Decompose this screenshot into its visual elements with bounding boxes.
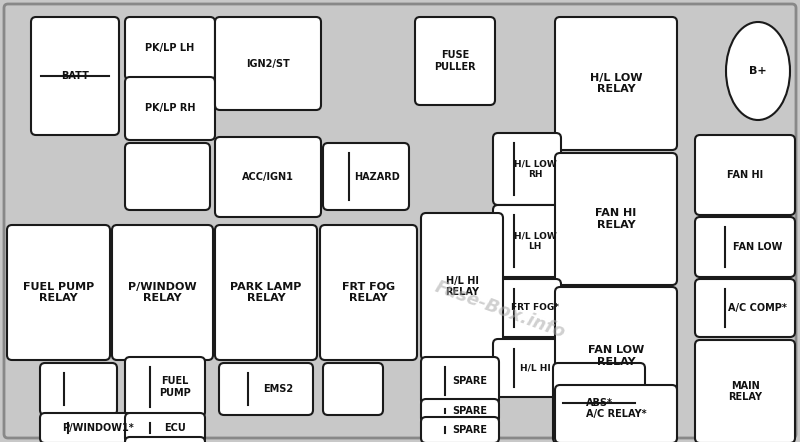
FancyBboxPatch shape <box>125 437 205 442</box>
Text: ACC/IGN1: ACC/IGN1 <box>242 172 294 182</box>
Text: Fuse-Box.info: Fuse-Box.info <box>432 278 568 342</box>
Text: ECU: ECU <box>164 423 186 433</box>
FancyBboxPatch shape <box>493 279 561 337</box>
FancyBboxPatch shape <box>421 213 503 360</box>
Text: SPARE: SPARE <box>452 425 487 435</box>
FancyBboxPatch shape <box>493 205 561 277</box>
Text: H/L LOW
LH: H/L LOW LH <box>514 231 557 251</box>
FancyBboxPatch shape <box>40 363 117 415</box>
FancyBboxPatch shape <box>320 225 417 360</box>
FancyBboxPatch shape <box>125 413 205 442</box>
Text: SPARE: SPARE <box>452 406 487 416</box>
Text: FAN HI
RELAY: FAN HI RELAY <box>595 208 637 230</box>
FancyBboxPatch shape <box>555 17 677 150</box>
FancyBboxPatch shape <box>553 363 645 442</box>
FancyBboxPatch shape <box>555 385 677 442</box>
FancyBboxPatch shape <box>323 143 409 210</box>
FancyBboxPatch shape <box>125 77 215 140</box>
FancyBboxPatch shape <box>215 17 321 110</box>
FancyBboxPatch shape <box>555 287 677 425</box>
FancyBboxPatch shape <box>555 153 677 285</box>
Ellipse shape <box>726 22 790 120</box>
Text: MAIN
RELAY: MAIN RELAY <box>728 381 762 402</box>
Text: P/WINDOW1*: P/WINDOW1* <box>62 423 134 433</box>
Text: IGN2/ST: IGN2/ST <box>246 58 290 69</box>
Text: FUEL PUMP
RELAY: FUEL PUMP RELAY <box>23 282 94 303</box>
FancyBboxPatch shape <box>31 17 119 135</box>
Text: P/WINDOW
RELAY: P/WINDOW RELAY <box>128 282 197 303</box>
Text: H/L HI: H/L HI <box>520 363 550 373</box>
Text: PK/LP RH: PK/LP RH <box>145 103 195 114</box>
FancyBboxPatch shape <box>695 340 795 442</box>
FancyBboxPatch shape <box>125 357 205 417</box>
FancyBboxPatch shape <box>40 413 133 442</box>
Text: FRT FOG*: FRT FOG* <box>511 304 559 312</box>
Text: BATT: BATT <box>61 71 89 81</box>
FancyBboxPatch shape <box>695 135 795 215</box>
FancyBboxPatch shape <box>493 133 561 205</box>
Text: FAN HI: FAN HI <box>727 170 763 180</box>
FancyBboxPatch shape <box>415 17 495 105</box>
Text: ABS*: ABS* <box>586 398 613 408</box>
Text: FUSE
PULLER: FUSE PULLER <box>434 50 476 72</box>
Text: EMS2: EMS2 <box>262 384 293 394</box>
Text: A/C COMP*: A/C COMP* <box>728 303 787 313</box>
Text: H/L LOW
RH: H/L LOW RH <box>514 159 557 179</box>
Text: B+: B+ <box>749 66 767 76</box>
FancyBboxPatch shape <box>695 279 795 337</box>
FancyBboxPatch shape <box>215 137 321 217</box>
Text: FAN LOW
RELAY: FAN LOW RELAY <box>588 345 644 367</box>
FancyBboxPatch shape <box>421 357 499 405</box>
FancyBboxPatch shape <box>421 417 499 442</box>
Text: HAZARD: HAZARD <box>354 171 399 182</box>
Text: FRT FOG
RELAY: FRT FOG RELAY <box>342 282 395 303</box>
FancyBboxPatch shape <box>323 363 383 415</box>
FancyBboxPatch shape <box>219 363 313 415</box>
FancyBboxPatch shape <box>7 225 110 360</box>
FancyBboxPatch shape <box>4 4 796 438</box>
FancyBboxPatch shape <box>215 225 317 360</box>
Text: PK/LP LH: PK/LP LH <box>146 43 194 53</box>
Text: FAN LOW: FAN LOW <box>733 242 782 252</box>
FancyBboxPatch shape <box>112 225 213 360</box>
Text: PARK LAMP
RELAY: PARK LAMP RELAY <box>230 282 302 303</box>
FancyBboxPatch shape <box>125 17 215 80</box>
FancyBboxPatch shape <box>695 217 795 277</box>
Text: A/C RELAY*: A/C RELAY* <box>586 409 646 419</box>
FancyBboxPatch shape <box>493 339 561 397</box>
Text: SPARE: SPARE <box>452 376 487 386</box>
FancyBboxPatch shape <box>125 143 210 210</box>
Text: FUEL
PUMP: FUEL PUMP <box>159 376 190 398</box>
FancyBboxPatch shape <box>421 399 499 423</box>
Text: H/L HI
RELAY: H/L HI RELAY <box>445 276 479 297</box>
Text: H/L LOW
RELAY: H/L LOW RELAY <box>590 72 642 94</box>
